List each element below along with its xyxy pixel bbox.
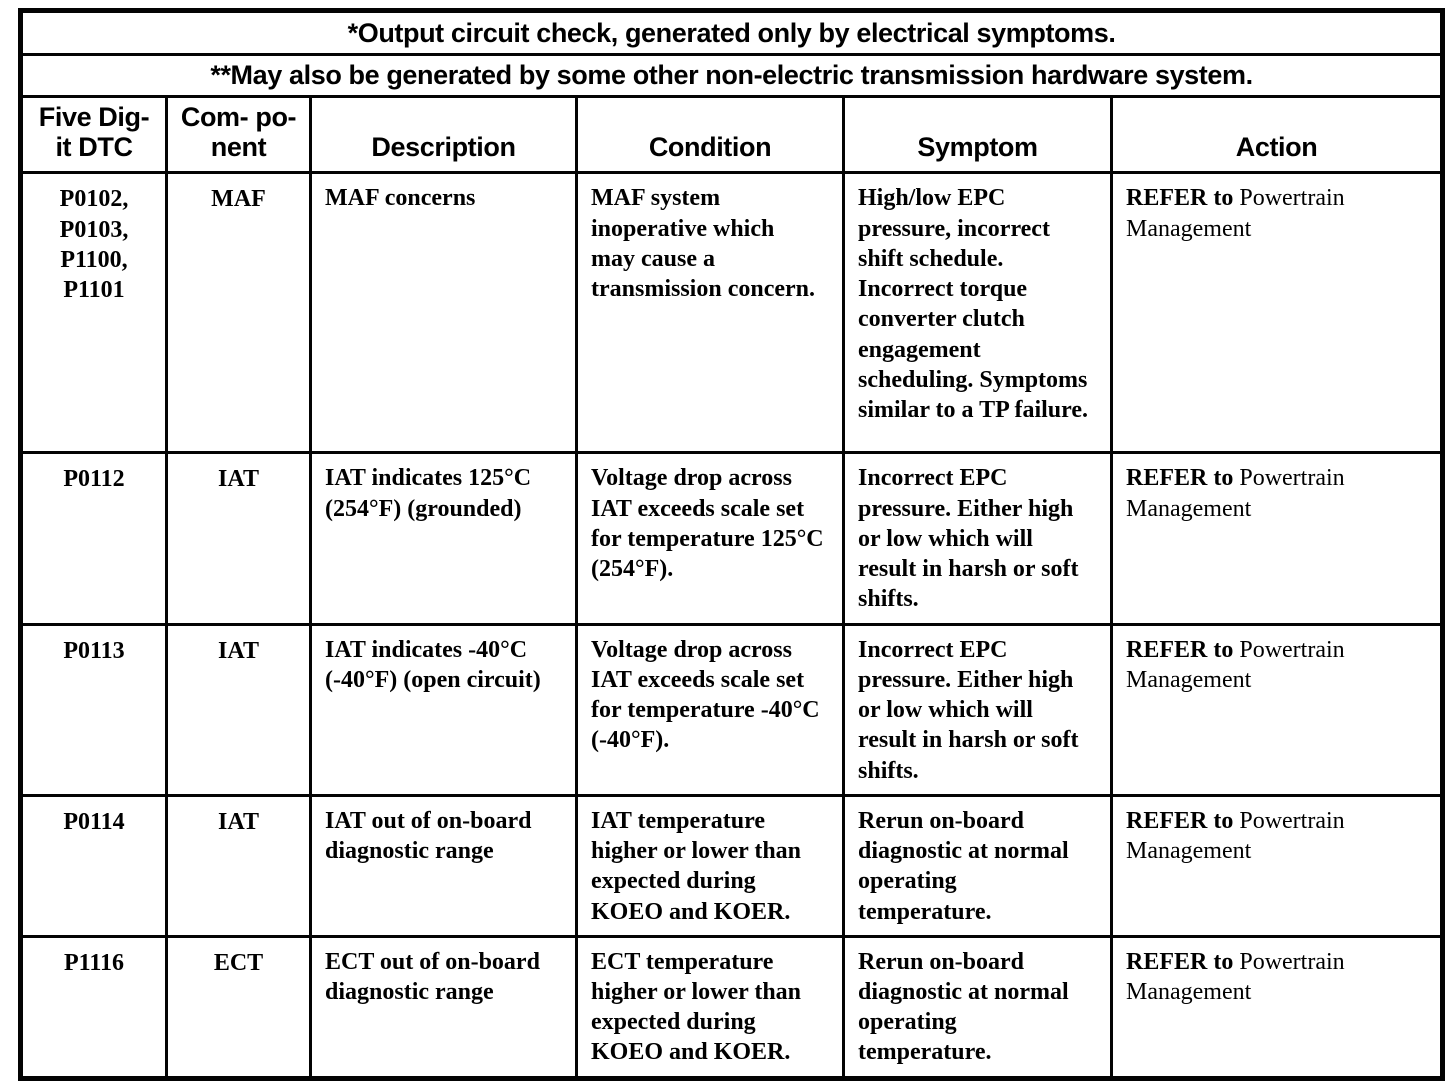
component-cell: IAT <box>165 793 312 938</box>
column-header-dtc: Five Dig- it DTC <box>19 94 168 175</box>
dtc-table: *Output circuit check, generated only by… <box>18 8 1446 1081</box>
table-row: P0112 IAT IAT indicates 125°C (254°F) (g… <box>19 451 1445 626</box>
action-cell: REFER to Powertrain Management <box>1109 451 1445 626</box>
column-header-component: Com- po- nent <box>165 94 312 175</box>
action-cell: REFER to Powertrain Management <box>1109 171 1445 455</box>
table-row: P0102, P0103, P1100, P1101 MAF MAF conce… <box>19 171 1445 455</box>
refer-target: Powertrain Management <box>1126 948 1345 1005</box>
table-row: P0113 IAT IAT indicates -40°C (-40°F) (o… <box>19 622 1445 797</box>
dtc-cell: P0113 <box>19 622 168 797</box>
description-cell: ECT out of on-board diagnostic range <box>309 934 578 1080</box>
description-cell: IAT out of on-board diagnostic range <box>309 793 578 938</box>
condition-cell: ECT temperature higher or lower than exp… <box>575 934 845 1080</box>
component-cell: MAF <box>165 171 312 455</box>
component-cell: IAT <box>165 622 312 797</box>
action-cell: REFER to Powertrain Management <box>1109 622 1445 797</box>
condition-cell: MAF system inoperative which may cause a… <box>575 171 845 455</box>
symptom-cell: High/low EPC pressure, incorrect shift s… <box>842 171 1113 455</box>
description-cell: IAT indicates -40°C (-40°F) (open circui… <box>309 622 578 797</box>
dtc-cell: P1116 <box>19 934 168 1080</box>
dtc-cell: P0114 <box>19 793 168 938</box>
symptom-cell: Incorrect EPC pressure. Either high or l… <box>842 622 1113 797</box>
column-header-symptom: Symptom <box>842 94 1113 175</box>
header-row: Five Dig- it DTC Com- po- nent Descripti… <box>19 94 1445 175</box>
refer-target: Powertrain Management <box>1126 185 1345 242</box>
symptom-cell: Rerun on-board diagnostic at normal oper… <box>842 793 1113 938</box>
description-cell: MAF concerns <box>309 171 578 455</box>
symptom-cell: Rerun on-board diagnostic at normal oper… <box>842 934 1113 1080</box>
condition-cell: Voltage drop across IAT exceeds scale se… <box>575 451 845 626</box>
dtc-cell: P0102, P0103, P1100, P1101 <box>19 171 168 455</box>
action-cell: REFER to Powertrain Management <box>1109 934 1445 1080</box>
refer-target: Powertrain Management <box>1126 636 1345 693</box>
refer-target: Powertrain Management <box>1126 807 1345 865</box>
condition-cell: Voltage drop across IAT exceeds scale se… <box>575 622 845 797</box>
action-cell: REFER to Powertrain Management <box>1109 793 1445 938</box>
column-header-action: Action <box>1109 94 1445 175</box>
dtc-cell: P0112 <box>19 451 168 626</box>
refer-target: Powertrain Management <box>1126 465 1345 522</box>
description-cell: IAT indicates 125°C (254°F) (grounded) <box>309 451 578 626</box>
refer-keyword: REFER to <box>1126 948 1234 975</box>
banner-row-1: *Output circuit check, generated only by… <box>18 9 1445 56</box>
component-cell: IAT <box>165 451 312 626</box>
column-header-condition: Condition <box>575 94 845 175</box>
column-header-description: Description <box>309 94 578 175</box>
banner-hardware-note: **May also be generated by some other no… <box>18 53 1445 98</box>
refer-keyword: REFER to <box>1126 807 1234 834</box>
banner-row-2: **May also be generated by some other no… <box>18 53 1445 98</box>
banner-output-circuit-note: *Output circuit check, generated only by… <box>18 9 1445 56</box>
table-row: P0114 IAT IAT out of on-board diagnostic… <box>19 793 1445 938</box>
component-cell: ECT <box>165 934 312 1080</box>
refer-keyword: REFER to <box>1126 465 1234 492</box>
condition-cell: IAT temperature higher or lower than exp… <box>575 793 845 938</box>
scanned-dtc-table-page: *Output circuit check, generated only by… <box>18 8 1446 1081</box>
symptom-cell: Incorrect EPC pressure. Either high or l… <box>842 451 1113 626</box>
table-row: P1116 ECT ECT out of on-board diagnostic… <box>19 934 1445 1080</box>
refer-keyword: REFER to <box>1126 185 1234 212</box>
refer-keyword: REFER to <box>1126 636 1234 663</box>
